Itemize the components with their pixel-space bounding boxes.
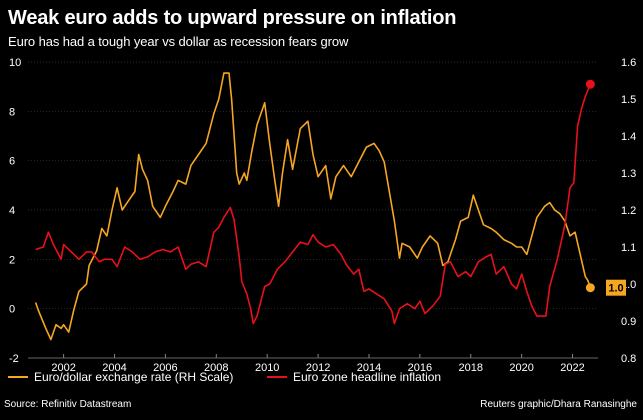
y-right-tick-label: 1.5 xyxy=(621,94,636,106)
chart-title: Weak euro adds to upward pressure on inf… xyxy=(8,7,457,29)
x-tick-label: 2014 xyxy=(357,362,381,374)
end-value-box xyxy=(606,279,626,296)
y-left-tick-label: 6 xyxy=(9,156,15,168)
end-marker-eur xyxy=(585,283,595,293)
y-axis-right: 0.80.91.01.11.21.31.41.51.6 xyxy=(621,57,636,365)
y-left-tick-label: 0 xyxy=(9,304,15,316)
source-note: Source: Refinitiv Datastream xyxy=(4,399,132,410)
x-tick-label: 2022 xyxy=(560,362,584,374)
legend-item-inflation: Euro zone headline inflation xyxy=(267,370,441,384)
x-tick-label: 2016 xyxy=(408,362,432,374)
y-right-tick-label: 1.2 xyxy=(621,205,636,217)
end-markers: 1.0 xyxy=(585,79,626,296)
series-line-inflation xyxy=(35,83,592,325)
y-axis-left: -2 0 2 4 6 8 10 xyxy=(9,57,21,365)
x-axis: 2002 2004 2006 2008 2010 2012 2014 2016 2018 2020… xyxy=(28,354,598,374)
x-tick-label: 2006 xyxy=(153,362,177,374)
y-left-tick-label: 2 xyxy=(9,254,15,266)
x-tick-label: 2012 xyxy=(306,362,330,374)
y-right-tick-label: 1.1 xyxy=(621,242,636,254)
x-tick-label: 2018 xyxy=(459,362,483,374)
legend-item-eur: Euro/dollar exchange rate (RH Scale) xyxy=(8,370,233,384)
y-right-tick-label: 1.3 xyxy=(621,168,636,180)
x-tick-label: 2010 xyxy=(255,362,279,374)
y-left-tick-label: 8 xyxy=(9,106,15,118)
series-lines xyxy=(34,72,592,341)
x-tick-label: 2002 xyxy=(51,362,75,374)
legend-label-inflation: Euro zone headline inflation xyxy=(293,370,442,384)
y-left-tick-label: 4 xyxy=(9,205,15,217)
x-tick-label: 2004 xyxy=(102,362,126,374)
y-left-tick-label: -2 xyxy=(9,353,19,365)
legend-swatch-eur xyxy=(8,375,28,378)
y-left-tick-label: 10 xyxy=(9,57,21,69)
credit-note: Reuters graphic/Dhara Ranasinghe xyxy=(480,399,637,410)
chart-subtitle: Euro has had a tough year vs dollar as r… xyxy=(8,34,349,49)
legend-swatch-inflation xyxy=(267,375,287,378)
end-value-label: 1.0 xyxy=(608,283,623,295)
y-right-tick-label: 0.8 xyxy=(621,353,636,365)
y-right-tick-label: 0.9 xyxy=(621,316,636,328)
x-tick-label: 2020 xyxy=(509,362,533,374)
x-tick-label: 2008 xyxy=(204,362,228,374)
end-marker-inflation xyxy=(585,79,595,89)
y-right-tick-label: 1.6 xyxy=(621,57,636,69)
gridlines xyxy=(28,61,598,359)
legend-label-eur: Euro/dollar exchange rate (RH Scale) xyxy=(34,370,234,384)
series-line-eur xyxy=(34,72,592,341)
y-right-tick-label: 1.4 xyxy=(621,131,636,143)
